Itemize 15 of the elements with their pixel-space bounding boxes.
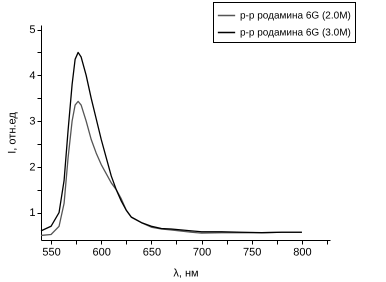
y-tick-label: 1 <box>29 207 36 220</box>
x-tick-label: 800 <box>293 246 312 258</box>
legend-label: р-р родамина 6G (2.0М) <box>240 10 351 22</box>
y-tick-label: 5 <box>29 24 36 36</box>
y-tick-label: 4 <box>29 70 36 82</box>
x-tick-label: 700 <box>192 246 212 258</box>
x-axis-title: λ, нм <box>173 268 199 280</box>
y-axis-title: I, отн.ед <box>6 112 18 154</box>
y-tick-label: 3 <box>29 116 36 128</box>
x-tick-label: 750 <box>243 246 262 258</box>
x-tick-label: 650 <box>142 246 162 258</box>
x-tick-label: 600 <box>92 246 111 258</box>
legend-label: р-р родамина 6G (3.0М) <box>240 28 351 38</box>
y-tick-label: 2 <box>29 161 36 174</box>
x-tick-label: 550 <box>42 246 61 258</box>
